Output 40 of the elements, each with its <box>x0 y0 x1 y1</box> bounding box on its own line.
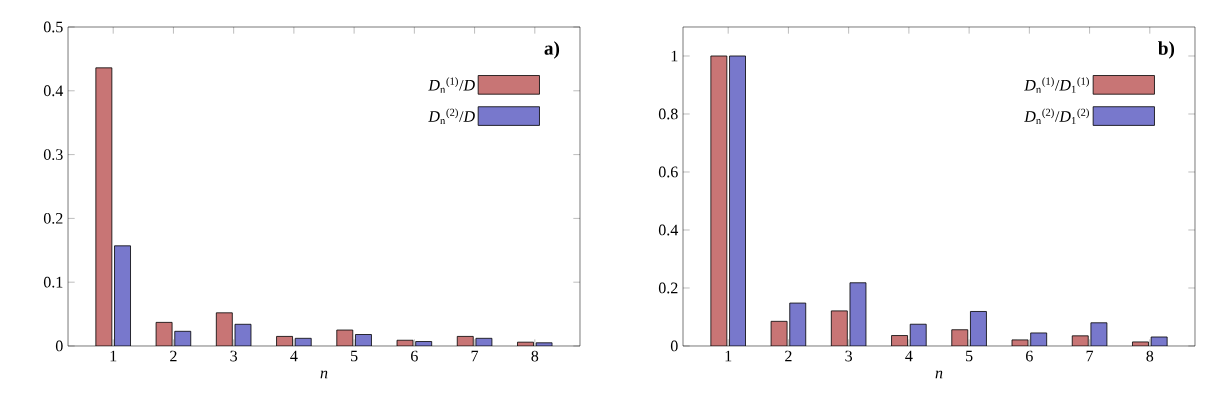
text: b) <box>1158 41 1175 59</box>
x-tick-label: 5 <box>966 350 973 362</box>
y-tick-label: 0.1 <box>43 276 63 288</box>
legend-label: D$_{n}$$^{(2)}$/D <box>428 108 475 125</box>
bar <box>789 302 807 346</box>
bar <box>970 311 987 346</box>
x-tick-label: 4 <box>290 350 298 362</box>
y-tick-label: 0.3 <box>43 149 63 161</box>
x-axis-title: n <box>935 370 943 379</box>
text: a) <box>544 41 560 59</box>
x-axis-title: n <box>320 370 328 379</box>
x-tick-label: 8 <box>1146 350 1154 362</box>
y-tick-label: 0.2 <box>43 212 63 224</box>
x-tick-label: 4 <box>905 350 913 362</box>
y-tick-label: 0.4 <box>43 85 64 97</box>
x-tick-label: 7 <box>1086 350 1094 362</box>
x-tick-label: 1 <box>110 350 117 362</box>
x-tick-label: 2 <box>170 350 177 362</box>
y-tick-label: 0.4 <box>658 224 679 236</box>
y-tick-label: 1 <box>671 50 678 62</box>
bar <box>729 55 746 346</box>
x-tick-label: 6 <box>1026 350 1033 362</box>
legend-label: D$_{n}$$^{(2)}$/D$_{1}$(2) <box>1024 108 1089 125</box>
x-tick-label: 3 <box>845 350 853 362</box>
y-tick-label: 0.8 <box>658 108 678 120</box>
x-tick-label: 7 <box>471 350 479 362</box>
legend-label: D$_{n}$$^{(1)}$/D$_{1}$(1) <box>1024 77 1089 93</box>
legend-label: D$_{n}$$^{(1)}$/D <box>428 77 475 93</box>
x-tick-label: 3 <box>230 350 238 362</box>
x-tick-label: 5 <box>351 350 358 362</box>
y-tick-label: 0 <box>55 340 63 352</box>
x-tick-label: 2 <box>785 350 792 362</box>
bar <box>710 55 728 346</box>
x-tick-label: 1 <box>725 350 732 362</box>
x-tick-label: 8 <box>531 350 539 362</box>
y-tick-label: 0.6 <box>658 166 678 178</box>
y-tick-label: 0.5 <box>43 21 63 33</box>
y-tick-label: 0.2 <box>658 282 678 294</box>
x-tick-label: 6 <box>411 350 418 362</box>
y-tick-label: 0 <box>670 340 678 352</box>
